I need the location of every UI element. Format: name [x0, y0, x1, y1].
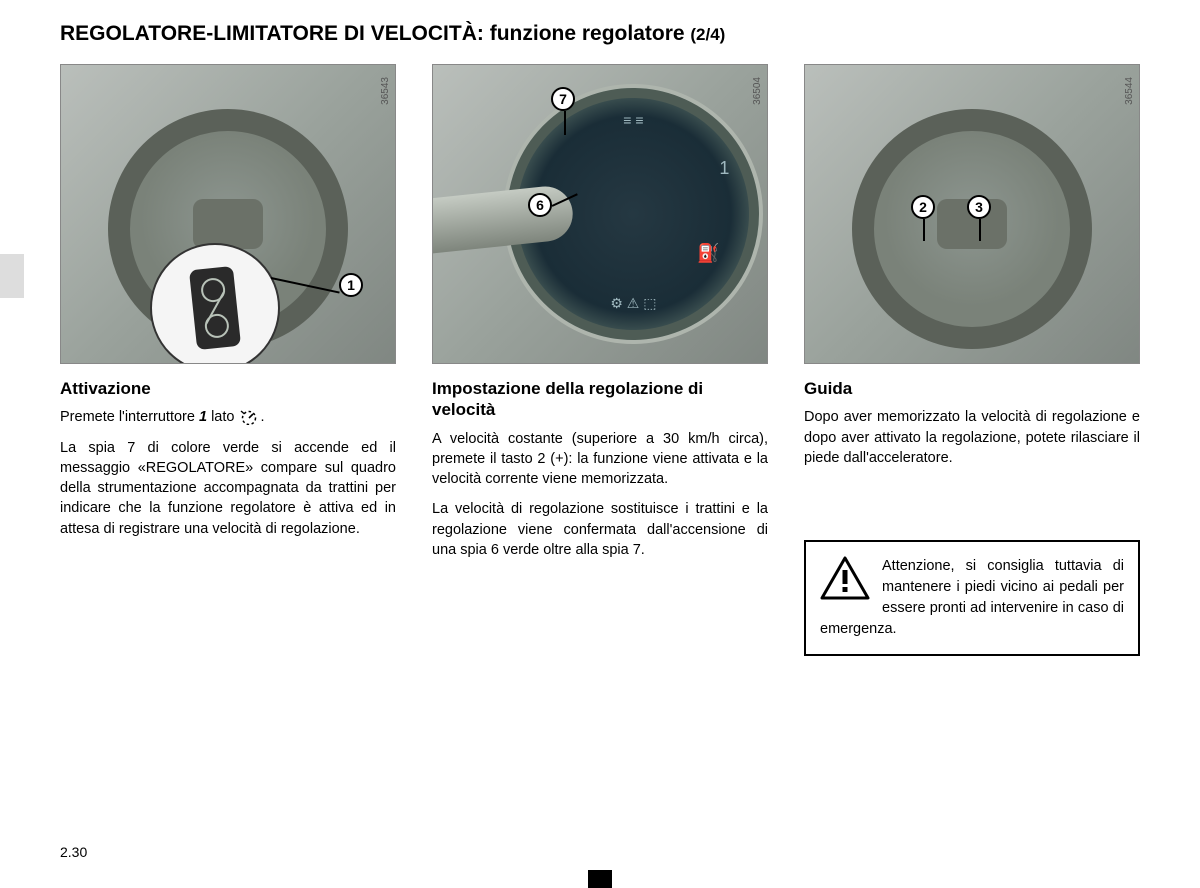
image-id: 36543 — [380, 77, 391, 105]
driving-p1: Dopo aver memorizzato la velocità di reg… — [804, 407, 1140, 468]
callout-1: 1 — [339, 273, 363, 297]
image-id: 36504 — [752, 77, 763, 105]
section-heading-activation: Attivazione — [60, 378, 396, 399]
content-columns: 36543 1 Attivazione Premete l'interrutto… — [60, 64, 1140, 656]
section-heading-setting: Impostazione della regolazione di veloci… — [432, 378, 768, 421]
callout-6: 6 — [528, 193, 552, 217]
title-sub: (2/4) — [690, 25, 725, 44]
column-3: 36544 2 3 Guida Dopo aver memorizzato la… — [804, 64, 1140, 656]
setting-p2: La velocità di regolazione sostituisce i… — [432, 499, 768, 560]
callout-7: 7 — [551, 87, 575, 111]
footer-mark — [588, 870, 612, 888]
page-number: 2.30 — [60, 844, 87, 860]
figure-driving: 36544 2 3 — [804, 64, 1140, 364]
callout-2: 2 — [911, 195, 935, 219]
title-main: REGOLATORE-LIMITATORE DI VELOCITÀ: funzi… — [60, 22, 690, 45]
warning-icon — [820, 556, 870, 600]
callout-lead — [923, 219, 925, 241]
warning-box: Attenzione, si consiglia tuttavia di man… — [804, 540, 1140, 656]
steering-wheel-graphic — [852, 109, 1092, 349]
callout-lead — [979, 219, 981, 241]
image-id: 36544 — [1124, 77, 1135, 105]
column-1: 36543 1 Attivazione Premete l'interrutto… — [60, 64, 396, 656]
figure-gauge: 36504 1 ⛽ ⚙ ⚠ ⬚ ≡ ≡ 7 6 — [432, 64, 768, 364]
page-side-tab — [0, 254, 24, 298]
column-2: 36504 1 ⛽ ⚙ ⚠ ⬚ ≡ ≡ 7 6 Impostazione del… — [432, 64, 768, 656]
callout-3: 3 — [967, 195, 991, 219]
activation-p1: Premete l'interruttore 1 lato . — [60, 407, 396, 427]
cruise-icon — [238, 407, 260, 425]
section-heading-driving: Guida — [804, 378, 1140, 399]
figure-activation: 36543 1 — [60, 64, 396, 364]
page-title: REGOLATORE-LIMITATORE DI VELOCITÀ: funzi… — [60, 22, 1140, 46]
activation-p2: La spia 7 di colore verde si accende ed … — [60, 438, 396, 539]
callout-lead — [564, 111, 566, 135]
cruise-switch-icon — [189, 266, 241, 350]
setting-p1: A velocità costante (superiore a 30 km/h… — [432, 429, 768, 490]
switch-inset — [150, 243, 280, 364]
